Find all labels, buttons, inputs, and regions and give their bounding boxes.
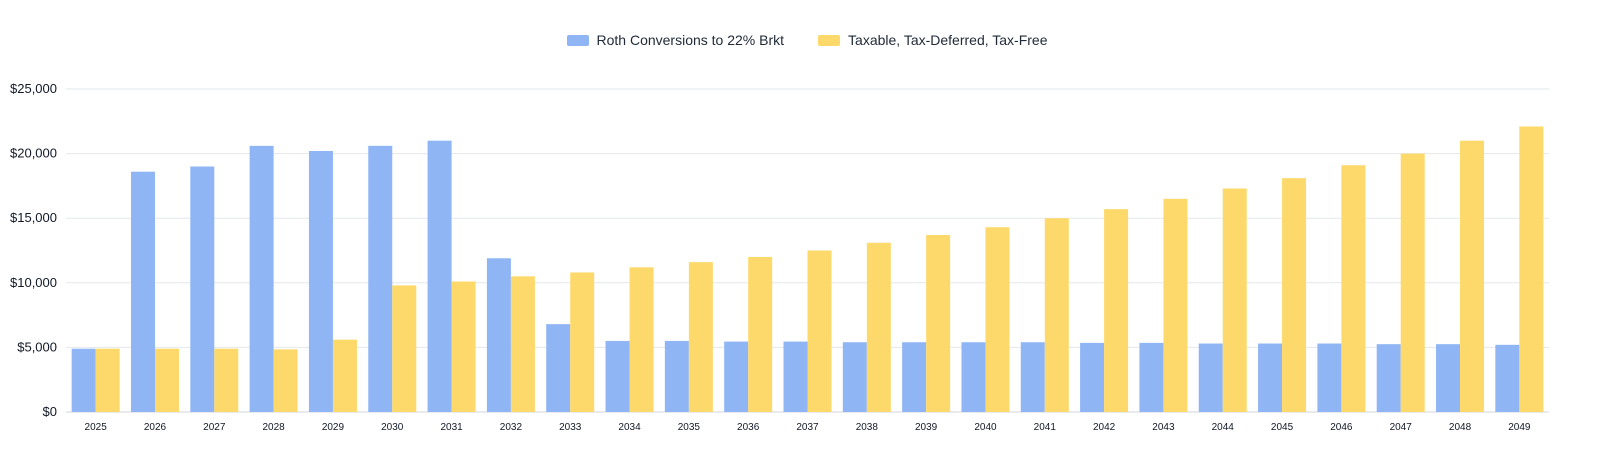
bar-taxable-2032[interactable] xyxy=(510,276,535,412)
y-tick-label: $20,000 xyxy=(10,146,57,161)
bar-roth-2049[interactable] xyxy=(1495,344,1520,412)
x-tick-label: 2027 xyxy=(203,422,226,433)
legend-label-taxable: Taxable, Tax-Deferred, Tax-Free xyxy=(848,32,1048,48)
bar-roth-2031[interactable] xyxy=(427,140,452,412)
bar-taxable-2047[interactable] xyxy=(1400,153,1425,412)
x-tick-label: 2036 xyxy=(737,422,760,433)
bar-roth-2043[interactable] xyxy=(1139,342,1164,412)
x-tick-label: 2028 xyxy=(262,422,285,433)
bar-roth-2034[interactable] xyxy=(605,340,630,412)
bar-taxable-2039[interactable] xyxy=(926,234,951,412)
x-tick-label: 2037 xyxy=(796,422,819,433)
bar-roth-2040[interactable] xyxy=(961,342,986,412)
x-tick-label: 2042 xyxy=(1093,422,1116,433)
x-tick-label: 2038 xyxy=(856,422,879,433)
x-tick-label: 2047 xyxy=(1390,422,1413,433)
x-tick-label: 2025 xyxy=(85,422,108,433)
bar-roth-2045[interactable] xyxy=(1258,343,1283,412)
bar-roth-2042[interactable] xyxy=(1080,342,1105,412)
x-tick-label: 2043 xyxy=(1152,422,1175,433)
bar-roth-2025[interactable] xyxy=(71,348,96,412)
bar-taxable-2030[interactable] xyxy=(392,285,417,412)
x-tick-label: 2030 xyxy=(381,422,404,433)
legend-swatch-taxable xyxy=(818,34,841,46)
y-tick-label: $25,000 xyxy=(10,81,57,96)
y-tick-label: $10,000 xyxy=(10,275,57,290)
y-tick-label: $5,000 xyxy=(17,339,57,354)
legend-swatch-roth xyxy=(566,34,589,46)
y-tick-label: $15,000 xyxy=(10,210,57,225)
bar-taxable-2035[interactable] xyxy=(688,262,713,412)
bar-taxable-2027[interactable] xyxy=(214,348,239,412)
x-tick-label: 2032 xyxy=(500,422,523,433)
bar-taxable-2049[interactable] xyxy=(1519,126,1544,412)
legend-label-roth: Roth Conversions to 22% Brkt xyxy=(596,32,785,48)
bar-roth-2036[interactable] xyxy=(724,341,749,412)
bar-taxable-2045[interactable] xyxy=(1282,178,1307,412)
bar-taxable-2043[interactable] xyxy=(1163,198,1188,412)
bar-roth-2038[interactable] xyxy=(842,342,867,412)
bar-roth-2028[interactable] xyxy=(249,145,274,412)
bar-roth-2026[interactable] xyxy=(130,171,155,412)
bar-taxable-2026[interactable] xyxy=(154,348,179,412)
bar-taxable-2037[interactable] xyxy=(807,250,832,413)
bar-taxable-2046[interactable] xyxy=(1341,165,1366,412)
x-tick-label: 2026 xyxy=(144,422,167,433)
bar-roth-2047[interactable] xyxy=(1376,344,1401,412)
x-tick-label: 2046 xyxy=(1330,422,1353,433)
bar-taxable-2044[interactable] xyxy=(1222,188,1247,412)
x-tick-label: 2048 xyxy=(1449,422,1472,433)
bar-taxable-2038[interactable] xyxy=(866,242,891,412)
bar-taxable-2031[interactable] xyxy=(451,281,476,412)
bar-roth-2033[interactable] xyxy=(546,324,571,412)
bar-roth-2037[interactable] xyxy=(783,341,808,412)
bar-roth-2046[interactable] xyxy=(1317,343,1342,412)
x-tick-label: 2031 xyxy=(440,422,463,433)
bar-taxable-2040[interactable] xyxy=(985,227,1010,412)
x-tick-label: 2049 xyxy=(1508,422,1531,433)
bar-taxable-2034[interactable] xyxy=(629,267,654,412)
bar-roth-2039[interactable] xyxy=(902,342,927,412)
bar-taxable-2025[interactable] xyxy=(95,348,120,412)
x-tick-label: 2045 xyxy=(1271,422,1294,433)
x-tick-label: 2035 xyxy=(678,422,701,433)
x-tick-label: 2044 xyxy=(1212,422,1235,433)
x-tick-label: 2029 xyxy=(322,422,345,433)
bar-taxable-2033[interactable] xyxy=(570,272,595,412)
x-tick-label: 2039 xyxy=(915,422,938,433)
legend-item-roth[interactable]: Roth Conversions to 22% Brkt xyxy=(566,32,785,48)
bar-taxable-2028[interactable] xyxy=(273,349,298,412)
bar-roth-2048[interactable] xyxy=(1436,344,1461,412)
bar-roth-2030[interactable] xyxy=(368,145,393,412)
bar-taxable-2042[interactable] xyxy=(1104,209,1129,412)
bar-taxable-2029[interactable] xyxy=(332,339,357,412)
legend-item-taxable[interactable]: Taxable, Tax-Deferred, Tax-Free xyxy=(818,32,1048,48)
bar-roth-2032[interactable] xyxy=(486,258,511,412)
legend: Roth Conversions to 22% Brkt Taxable, Ta… xyxy=(0,32,1614,48)
bar-roth-2029[interactable] xyxy=(308,151,333,413)
bar-taxable-2041[interactable] xyxy=(1044,218,1069,412)
x-tick-label: 2033 xyxy=(559,422,582,433)
bar-taxable-2048[interactable] xyxy=(1460,140,1485,412)
x-tick-label: 2041 xyxy=(1034,422,1057,433)
bar-taxable-2036[interactable] xyxy=(748,256,773,412)
bar-roth-2044[interactable] xyxy=(1198,343,1223,412)
bar-roth-2035[interactable] xyxy=(664,340,689,412)
x-tick-label: 2034 xyxy=(618,422,641,433)
bar-roth-2041[interactable] xyxy=(1020,342,1045,412)
bar-roth-2027[interactable] xyxy=(190,166,215,412)
y-tick-label: $0 xyxy=(43,404,57,419)
x-tick-label: 2040 xyxy=(974,422,997,433)
